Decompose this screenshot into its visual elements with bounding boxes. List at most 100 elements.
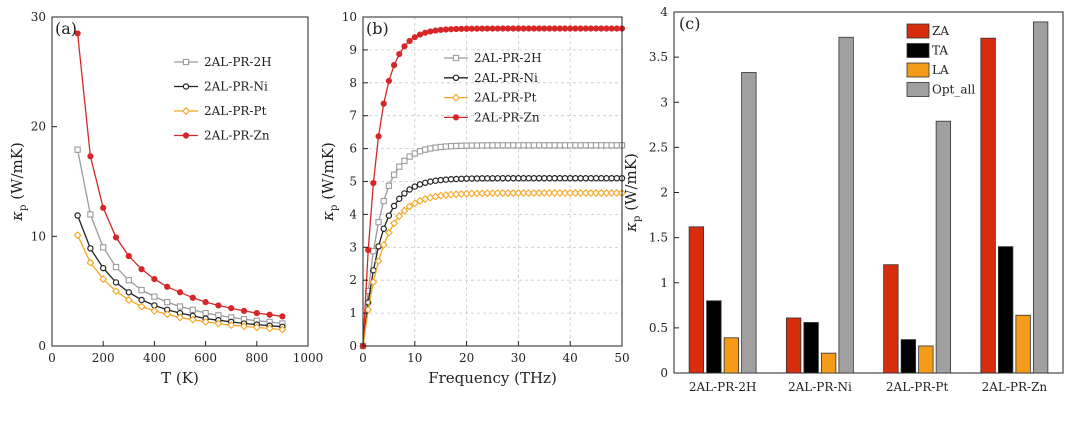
data-point: [86, 258, 95, 267]
data-point: [453, 25, 460, 33]
data-point: [602, 189, 611, 197]
y-tick-label: 0: [349, 339, 357, 353]
data-point: [510, 142, 517, 149]
data-point: [472, 189, 481, 198]
bar-ZA: [980, 37, 996, 374]
data-point: [613, 142, 620, 149]
data-point: [587, 142, 595, 149]
data-point: [520, 25, 527, 32]
data-point: [416, 31, 424, 38]
data-point: [151, 276, 158, 283]
y-tick-label: 0: [660, 366, 668, 380]
data-point: [509, 189, 518, 198]
data-point: [380, 197, 387, 205]
data-point: [112, 279, 120, 286]
bar-LA: [1015, 314, 1031, 374]
data-point: [592, 175, 600, 182]
data-point: [416, 181, 424, 188]
y-tick-label: 8: [349, 76, 357, 90]
data-point: [546, 142, 553, 149]
data-point: [422, 146, 429, 153]
data-point: [442, 176, 450, 183]
data-point: [597, 189, 606, 197]
data-point: [214, 319, 223, 328]
data-point: [401, 190, 408, 197]
data-point: [540, 189, 549, 198]
data-point: [494, 175, 501, 182]
data-point: [529, 189, 538, 198]
data-point: [468, 25, 475, 32]
data-point: [603, 25, 610, 32]
panel-label: (c): [679, 14, 700, 33]
data-point: [499, 25, 506, 32]
data-point: [100, 204, 107, 211]
data-point: [228, 305, 235, 312]
data-point: [240, 322, 248, 331]
data-point: [577, 142, 584, 149]
data-point: [484, 175, 491, 182]
data-point: [592, 189, 601, 197]
data-point: [577, 25, 584, 32]
data-point: [164, 283, 171, 290]
data-point: [489, 25, 496, 32]
data-point: [530, 175, 538, 182]
data-point: [215, 302, 222, 309]
data-point: [138, 266, 145, 273]
data-point: [442, 143, 450, 150]
data-point: [484, 25, 491, 32]
data-point: [432, 144, 439, 151]
y-tick-label: 20: [31, 120, 46, 134]
data-point: [582, 175, 589, 182]
data-point: [499, 142, 507, 149]
data-point: [555, 189, 564, 197]
data-point: [406, 153, 413, 160]
data-point: [437, 143, 444, 151]
x-tick-label: 200: [92, 351, 115, 365]
legend-marker: [452, 54, 460, 62]
legend-label: 2AL-PR-Ni: [474, 71, 538, 85]
bar-TA: [997, 246, 1014, 374]
data-point: [266, 311, 273, 318]
data-point: [87, 211, 94, 218]
data-point: [253, 310, 260, 317]
data-point: [176, 313, 184, 322]
data-point: [515, 175, 522, 182]
data-point: [483, 189, 492, 198]
data-point: [164, 298, 171, 306]
data-point: [396, 50, 403, 58]
legend-swatch: [906, 62, 930, 78]
data-point: [567, 25, 574, 32]
data-point: [504, 189, 513, 198]
data-point: [510, 175, 517, 182]
data-point: [535, 189, 544, 198]
legend-label: Opt_all: [932, 83, 975, 97]
data-point: [458, 25, 465, 32]
panel-label: (a): [55, 19, 77, 38]
data-point: [252, 323, 261, 332]
data-point: [525, 25, 532, 32]
data-point: [613, 175, 621, 182]
y-tick-label: 10: [31, 229, 46, 243]
data-point: [365, 246, 372, 254]
data-point: [138, 286, 145, 294]
data-point: [74, 30, 81, 37]
data-point: [189, 306, 196, 313]
data-point: [478, 142, 486, 149]
bar-LA: [918, 345, 934, 374]
data-point: [598, 25, 605, 32]
data-point: [374, 257, 383, 266]
data-point: [566, 189, 575, 197]
data-point: [489, 175, 496, 182]
data-point: [390, 62, 398, 69]
data-point: [468, 175, 475, 182]
data-point: [535, 175, 543, 182]
data-point: [400, 206, 409, 215]
legend-label: ZA: [932, 24, 949, 38]
data-point: [390, 219, 399, 228]
data-point: [390, 171, 398, 178]
data-point: [442, 26, 449, 33]
data-point: [561, 175, 569, 182]
bar-LA: [723, 337, 740, 374]
data-point: [405, 202, 414, 211]
